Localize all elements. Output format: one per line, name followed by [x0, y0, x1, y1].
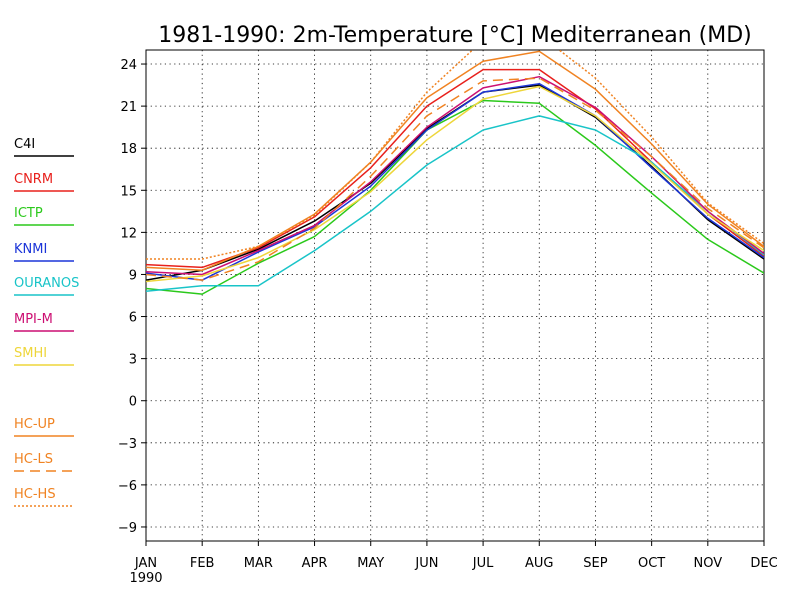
legend-label-hc-up: HC-UP: [14, 417, 55, 432]
y-tick-label: 9: [129, 268, 137, 283]
series-lines: [146, 50, 764, 295]
series-line-hc-up: [146, 50, 764, 271]
y-tick-label: −3: [118, 437, 137, 452]
series-line-ouranos: [146, 115, 764, 293]
y-tick-label: 0: [129, 395, 137, 410]
legend-label-smhi: SMHI: [14, 346, 47, 361]
y-tick-label: −9: [118, 521, 137, 536]
y-tick-label: 6: [129, 311, 137, 326]
legend-label-hc-hs: HC-HS: [14, 487, 56, 502]
grid-lines: [145, 50, 765, 541]
x-tick-label: APR: [302, 556, 328, 571]
y-tick-label: 3: [129, 353, 137, 368]
y-tick-label: 18: [120, 142, 137, 157]
legend-label-hc-ls: HC-LS: [14, 452, 53, 467]
x-axis-ticks: JAN FEB MAR APR MAY JUN JUL AUG SEP OCT NOV DEC: [134, 541, 778, 571]
y-tick-label: 12: [120, 226, 137, 241]
series-line-hc-ls: [146, 77, 764, 281]
x-tick-label: OCT: [638, 556, 665, 571]
series-line-ictp: [146, 99, 764, 295]
series-line-knmi: [146, 82, 764, 281]
legend: C4I CNRM ICTP KNMI OURANOS MPI-M SMHI HC-UP HC-L…: [14, 137, 79, 507]
x-tick-label: MAY: [357, 556, 384, 571]
x-axis-year-label: 1990: [129, 571, 162, 586]
legend-label-mpi-m: MPI-M: [14, 312, 53, 327]
x-tick-label: FEB: [190, 556, 215, 571]
y-tick-label: 15: [120, 184, 137, 199]
x-tick-label: JAN: [134, 556, 157, 571]
legend-label-ouranos: OURANOS: [14, 276, 79, 291]
legend-label-c4i: C4I: [14, 137, 35, 152]
x-tick-label: SEP: [583, 556, 607, 571]
x-tick-label: DEC: [750, 556, 777, 571]
plot-area: [145, 49, 765, 542]
x-tick-label: JUL: [472, 556, 494, 571]
legend-label-ictp: ICTP: [14, 206, 43, 221]
x-tick-label: MAR: [244, 556, 273, 571]
legend-label-knmi: KNMI: [14, 242, 47, 257]
x-tick-label: AUG: [525, 556, 553, 571]
x-tick-label: NOV: [694, 556, 723, 571]
x-tick-label: JUN: [414, 556, 438, 571]
chart-title: 1981-1990: 2m-Temperature [°C] Mediterra…: [158, 23, 751, 48]
y-tick-label: 24: [120, 58, 137, 73]
y-axis-ticks: −9 −6 −3 0 3 6 9 12 15 18 21 24: [118, 58, 146, 536]
y-tick-label: −6: [118, 479, 137, 494]
y-tick-label: 21: [120, 100, 137, 115]
legend-label-cnrm: CNRM: [14, 172, 53, 187]
series-line-smhi: [146, 85, 764, 283]
series-line-hc-hs: [146, 50, 764, 260]
